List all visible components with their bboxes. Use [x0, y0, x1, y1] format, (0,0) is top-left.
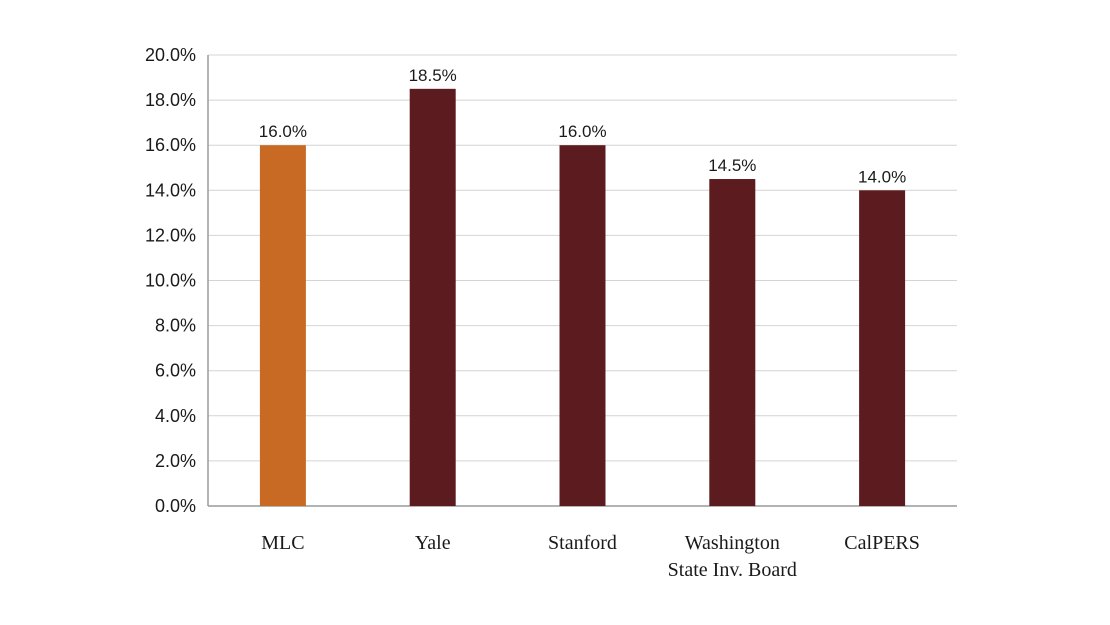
bars [259, 88, 906, 507]
y-tick-label: 10.0% [145, 271, 196, 291]
x-category-label: MLC [261, 532, 304, 554]
y-tick-label: 8.0% [155, 316, 196, 336]
y-tick-label: 16.0% [145, 135, 196, 155]
bar [559, 145, 606, 506]
y-tick-label: 20.0% [145, 45, 196, 65]
x-category-label: Washington [685, 532, 780, 554]
y-tick-label: 2.0% [155, 451, 196, 471]
data-label: 18.5% [409, 66, 457, 85]
data-label: 16.0% [259, 122, 307, 141]
y-tick-label: 14.0% [145, 180, 196, 200]
x-category-label: CalPERS [844, 532, 920, 554]
bar [259, 145, 306, 506]
category-labels: MLC Yale Stanford Washington State Inv. Boar… [261, 532, 920, 581]
value-labels: 16.0% 18.5% 16.0% 14.5% 14.0% [259, 66, 906, 186]
bar [409, 88, 456, 506]
y-tick-label: 18.0% [145, 90, 196, 110]
data-label: 14.0% [858, 167, 906, 186]
y-tick-label: 4.0% [155, 406, 196, 426]
y-tick-label: 12.0% [145, 225, 196, 245]
bar [709, 179, 756, 506]
x-category-label: Stanford [548, 532, 617, 554]
data-label: 14.5% [708, 156, 756, 175]
y-tick-label: 6.0% [155, 361, 196, 381]
x-category-label: Yale [415, 532, 451, 554]
y-axis-tick-labels: 0.0% 2.0% 4.0% 6.0% 8.0% 10.0% 12.0% 14.0% 16.0%… [145, 45, 196, 516]
data-label: 16.0% [558, 122, 606, 141]
bar [859, 190, 906, 507]
x-category-label: State Inv. Board [668, 559, 797, 581]
y-tick-label: 0.0% [155, 496, 196, 516]
